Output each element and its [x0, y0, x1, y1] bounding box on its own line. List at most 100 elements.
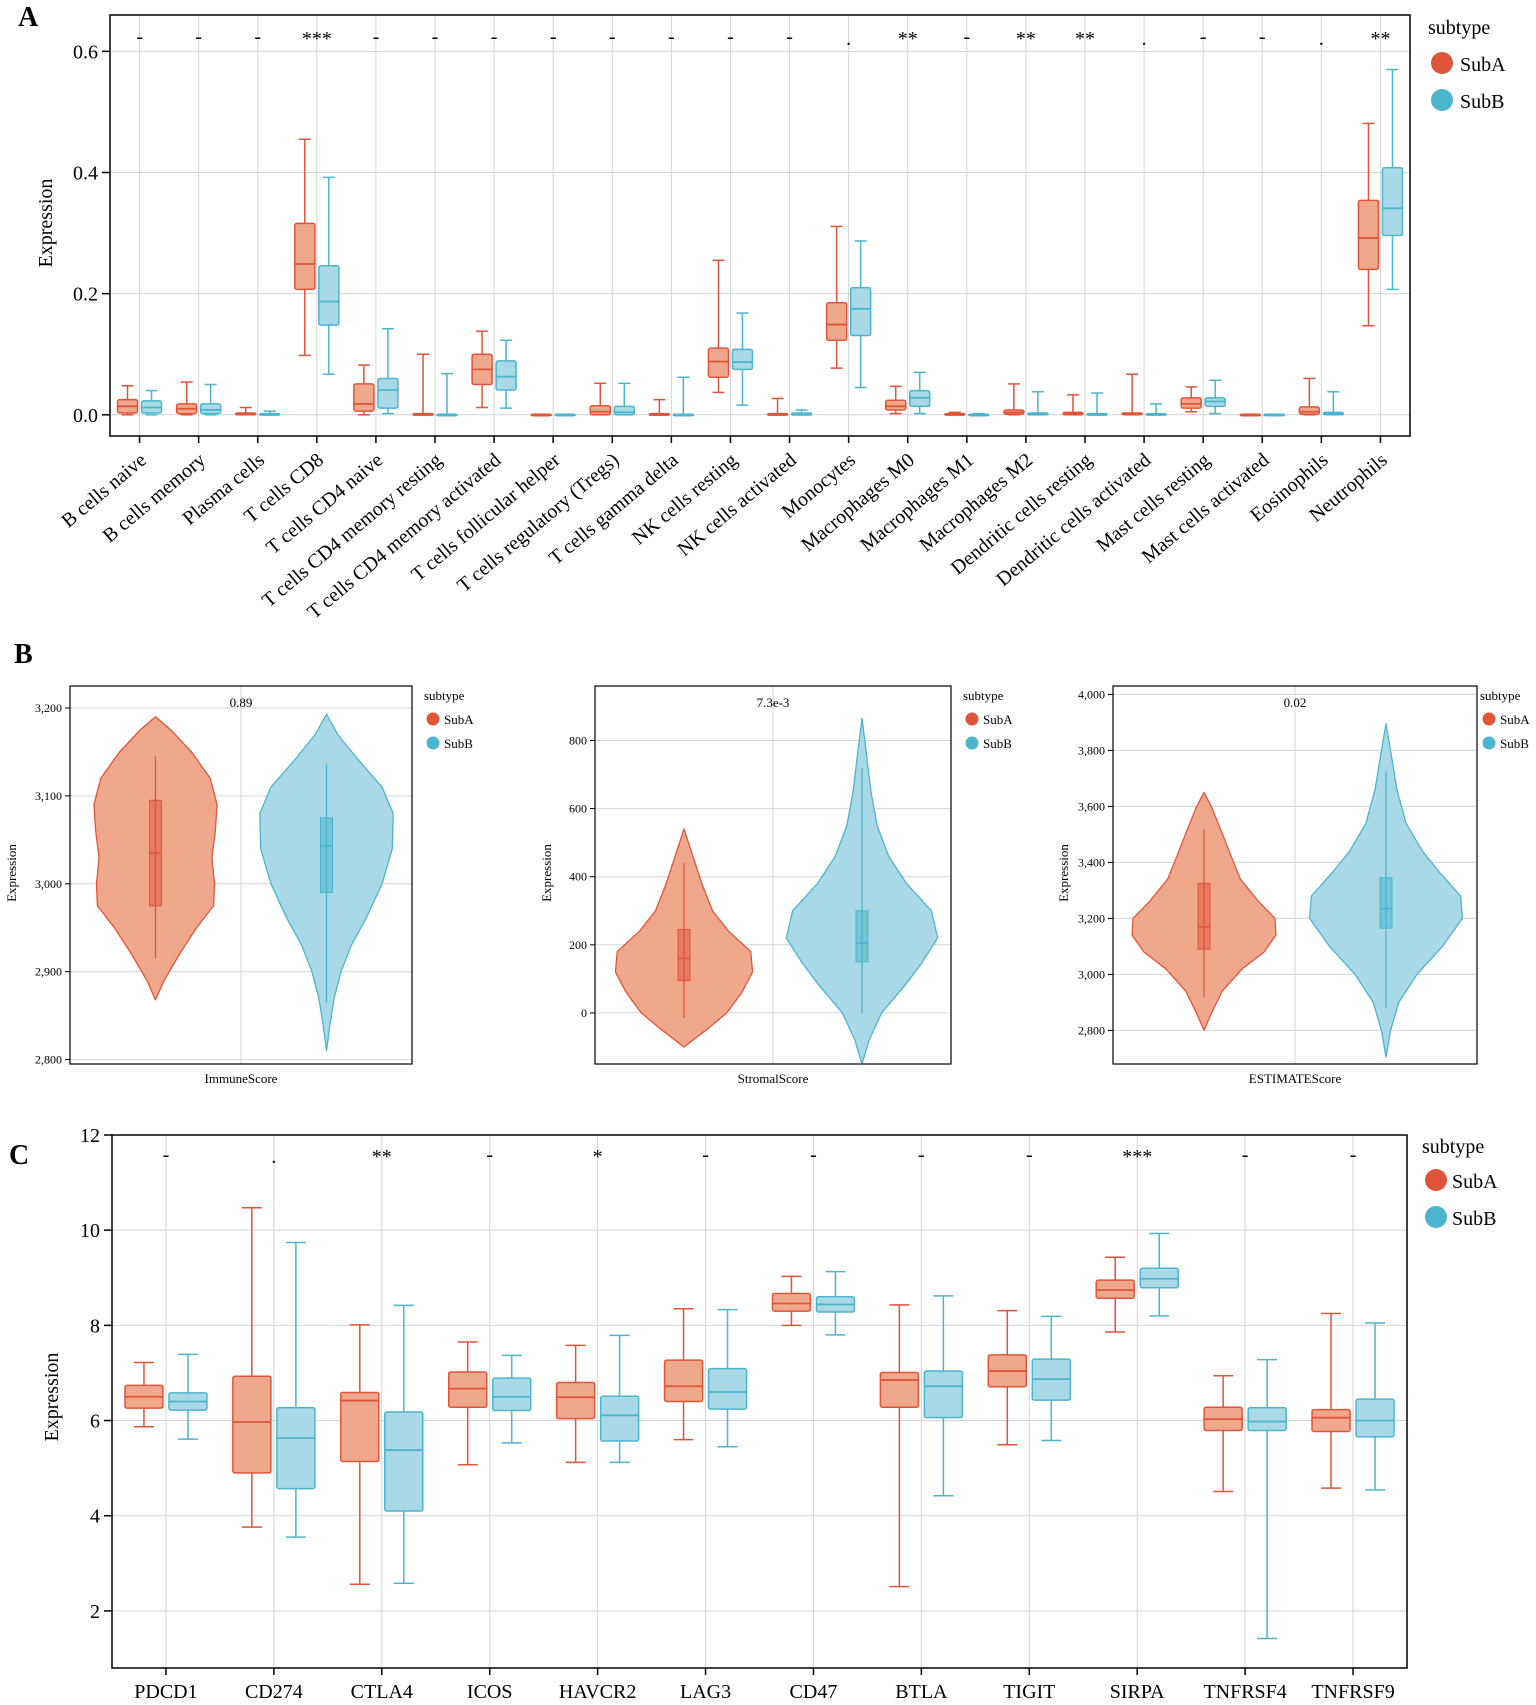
- violin-iqr-box: [855, 910, 869, 963]
- estimatescore-y-axis-label: Expression: [1056, 844, 1071, 902]
- panel-a-legend-title: subtype: [1428, 17, 1490, 39]
- x-tick-label-sirpa: SIRPA: [1110, 1681, 1165, 1703]
- panel-c-boxes: [124, 1207, 1395, 1640]
- y-tick-label: 3,000: [1078, 967, 1105, 981]
- significance-mark-nk-cells-activated: -: [786, 26, 793, 48]
- box-iqr: [294, 222, 316, 291]
- y-tick-label: 400: [569, 870, 587, 884]
- y-tick-label: 6: [90, 1411, 100, 1433]
- box-subb-t-cells-cd4-naive: [377, 328, 399, 415]
- box-subb-plasma-cells: [258, 410, 281, 416]
- estimatescore-legend-title: subtype: [1480, 688, 1521, 703]
- box-suba-ctla4: [340, 1324, 380, 1585]
- panel-a-y-axis-label: Expression: [35, 179, 57, 268]
- box-iqr: [825, 301, 848, 342]
- y-tick-label: 0.4: [73, 162, 98, 184]
- significance-mark-ctla4: **: [372, 1146, 392, 1168]
- box-suba-dendritic-cells-resting: [1062, 394, 1084, 416]
- x-tick-label-lag3: LAG3: [680, 1681, 731, 1703]
- estimatescore-legend-suba-marker: [1482, 712, 1496, 726]
- panel-a-label: A: [18, 2, 39, 33]
- significance-mark-macrophages-m2: **: [1016, 28, 1036, 50]
- panel-c-legend-suba-marker: [1425, 1169, 1447, 1191]
- y-tick-label: 3,000: [35, 877, 62, 891]
- box-suba-nk-cells-activated: [766, 397, 789, 416]
- box-subb-cd274: [276, 1241, 316, 1538]
- x-tick-label-icos: ICOS: [467, 1681, 513, 1703]
- y-tick-label: 12: [80, 1125, 100, 1147]
- panel-a-boxes: [116, 68, 1404, 417]
- significance-mark-cd274: .: [271, 1146, 276, 1168]
- x-tick-label-tnfrsf4: TNFRSF4: [1203, 1681, 1286, 1703]
- panel-a-legend-subb-label: SubB: [1460, 91, 1504, 113]
- box-iqr: [1298, 406, 1321, 415]
- significance-mark-monocytes: .: [846, 28, 851, 50]
- immunescore-y-ticks: 2,800 2,900 3,000 3,100 3,200: [35, 701, 70, 1067]
- box-suba-macrophages-m2: [1003, 383, 1025, 416]
- box-suba-b-cells-naive: [116, 384, 139, 416]
- immunescore-legend-title: subtype: [424, 688, 465, 703]
- panel-c-legend-suba-label: SubA: [1452, 1171, 1498, 1193]
- panel-c-significance: -. ** - * - - - - *** - -: [163, 1144, 1357, 1168]
- violin-subb: [1308, 723, 1464, 1058]
- box-suba-mast-cells-activated: [1239, 413, 1262, 417]
- significance-mark-sirpa: ***: [1122, 1146, 1152, 1168]
- box-subb-lag3: [707, 1308, 748, 1448]
- violin-suba: [1131, 791, 1277, 1032]
- box-suba-tigit: [987, 1309, 1028, 1446]
- significance-mark-mast-cells-activated: -: [1259, 26, 1266, 48]
- estimatescore-legend: subtype SubA SubB: [1480, 688, 1530, 751]
- significance-mark-dendritic-cells-resting: **: [1075, 28, 1095, 50]
- panel-c-label: C: [9, 1140, 29, 1171]
- y-tick-label: 3,400: [1078, 855, 1105, 869]
- stromalscore-legend: subtype SubA SubB: [963, 688, 1013, 751]
- significance-mark-havcr2: *: [593, 1146, 603, 1168]
- box-suba-icos: [447, 1341, 488, 1466]
- box-iqr: [731, 348, 754, 371]
- box-suba-plasma-cells: [234, 406, 257, 416]
- violin-iqr-box: [1197, 882, 1211, 950]
- box-subb-mast-cells-resting: [1204, 379, 1226, 415]
- box-iqr: [491, 1377, 532, 1412]
- box-iqr: [923, 1370, 964, 1419]
- y-tick-label: 4: [90, 1506, 100, 1528]
- box-suba-t-cells-follicular-helper: [530, 413, 552, 417]
- significance-mark-b-cells-memory: -: [195, 26, 202, 48]
- y-tick-label: 0: [581, 1006, 587, 1020]
- y-tick-label: 800: [569, 733, 587, 747]
- box-suba-cd47: [771, 1275, 812, 1327]
- y-tick-label: 600: [569, 802, 587, 816]
- panel-c-y-axis-label: Expression: [41, 1353, 63, 1442]
- box-suba-macrophages-m1: [944, 411, 966, 416]
- significance-mark-macrophages-m0: **: [898, 28, 918, 50]
- box-iqr: [340, 1391, 380, 1463]
- box-iqr: [353, 383, 375, 412]
- violin-suba: [93, 716, 218, 1001]
- box-suba-t-cells-cd8: [294, 138, 316, 357]
- box-subb-havcr2: [599, 1334, 640, 1464]
- box-subb-tigit: [1031, 1315, 1072, 1442]
- panel-a-frame: [109, 14, 1411, 437]
- box-iqr: [555, 1381, 596, 1420]
- significance-mark-icos: -: [486, 1144, 493, 1166]
- significance-mark-t-cells-cd4-memory-resting: -: [432, 26, 439, 48]
- box-subb-monocytes: [849, 240, 872, 389]
- estimatescore-legend-suba-label: SubA: [1500, 712, 1530, 727]
- box-subb-t-cells-cd8: [318, 176, 340, 375]
- immunescore-legend: subtype SubA SubB: [424, 688, 474, 751]
- violin-iqr-box: [677, 928, 691, 982]
- box-iqr: [849, 286, 872, 337]
- box-subb-macrophages-m0: [908, 371, 931, 415]
- significance-mark-t-cells-cd8: ***: [302, 28, 332, 50]
- box-iqr: [377, 377, 399, 409]
- box-subb-t-cells-gamma-delta: [672, 376, 695, 417]
- box-iqr: [663, 1359, 704, 1403]
- y-tick-label: 2,900: [35, 965, 62, 979]
- significance-mark-t-cells-cd4-memory-activated: -: [491, 26, 498, 48]
- significance-mark-macrophages-m1: -: [963, 26, 970, 48]
- immunescore-violins: [93, 713, 394, 1052]
- box-suba-tnfrsf9: [1311, 1312, 1351, 1489]
- box-subb-nk-cells-activated: [790, 409, 813, 416]
- stromalscore-p-value: 7.3e-3: [757, 695, 790, 710]
- panel-a-box-chart: A 0.00.20.40.6 Expression - - - *** - - - - - - - -…: [18, 2, 1506, 623]
